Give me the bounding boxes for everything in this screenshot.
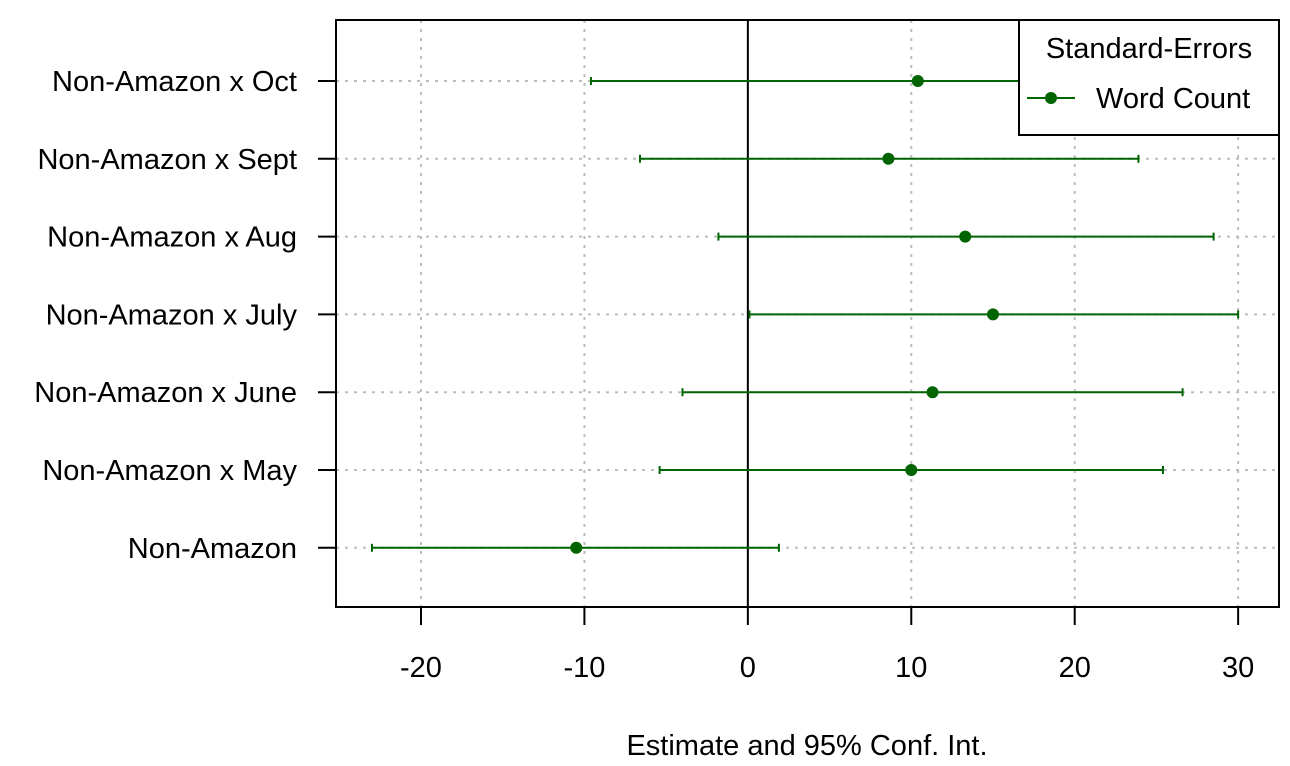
legend: Standard-Errors Word Count [1018, 19, 1280, 136]
y-axis-ticks: Non-Amazon x Oct Non-Amazon x Sept Non-Ama… [34, 66, 336, 565]
x-tick-label: 0 [740, 652, 756, 684]
x-tick-label: -10 [563, 652, 605, 684]
y-tick-label: Non-Amazon x Aug [47, 222, 297, 254]
legend-box [1018, 19, 1280, 136]
legend-series-label: Word Count [1096, 83, 1250, 115]
x-tick-label: -20 [400, 652, 442, 684]
y-tick-label: Non-Amazon x July [46, 299, 298, 331]
y-tick-label: Non-Amazon x Sept [37, 144, 297, 176]
estimate-point [986, 308, 999, 321]
estimate-point [959, 230, 972, 243]
estimate-point [905, 464, 918, 476]
legend-series-marker [1045, 92, 1057, 104]
y-tick-label: Non-Amazon [128, 533, 297, 565]
error-bars [370, 75, 1246, 554]
x-tick-label: 20 [1059, 652, 1091, 684]
y-tick-label: Non-Amazon x June [34, 377, 297, 409]
legend-title: Standard-Errors [1046, 33, 1252, 65]
y-tick-label: Non-Amazon x Oct [52, 66, 297, 98]
estimate-point [911, 75, 924, 87]
estimate-point [570, 541, 583, 554]
x-axis-ticks: -20 -10 0 10 20 30 [400, 607, 1254, 684]
estimate-point [926, 386, 939, 399]
x-axis-title: Estimate and 95% Conf. Int. [626, 730, 987, 762]
x-tick-label: 30 [1222, 652, 1254, 684]
x-tick-label: 10 [895, 652, 927, 684]
estimate-point [882, 152, 895, 165]
y-tick-label: Non-Amazon x May [42, 455, 297, 487]
